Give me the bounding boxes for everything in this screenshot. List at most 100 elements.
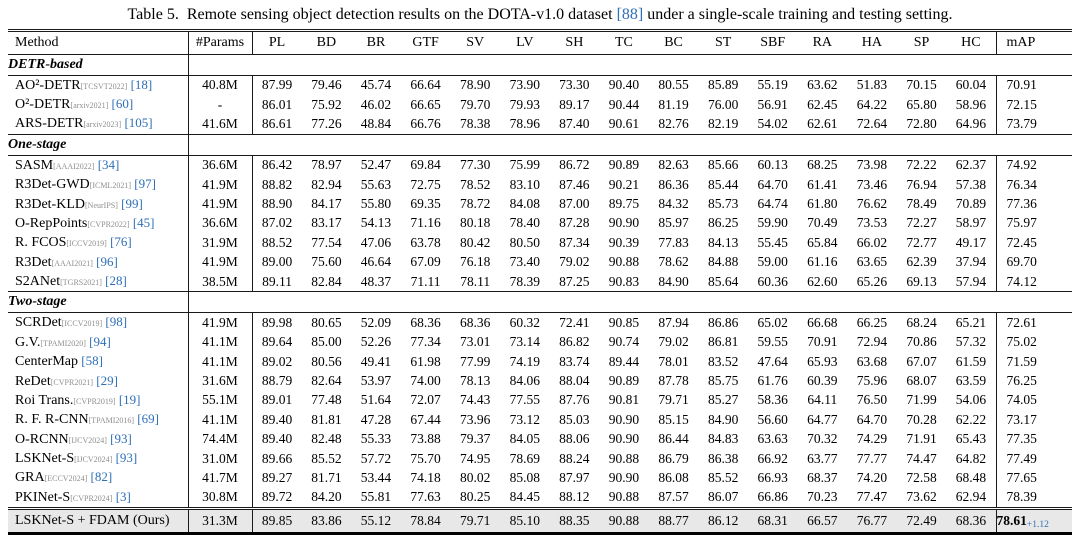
score-cell: 47.64	[757, 353, 788, 369]
score-cell: 90.81	[608, 392, 640, 408]
score-cell: 54.13	[360, 215, 392, 231]
citation-link[interactable]: [28]	[101, 273, 127, 289]
method-name: O-RCNN	[15, 431, 69, 447]
score-cell: 76.62	[856, 196, 888, 212]
method-name: LSKNet-S	[15, 451, 75, 467]
params-cell: 38.5M	[188, 271, 253, 292]
citation-link[interactable]: [97]	[130, 176, 156, 192]
caption-text-after: under a single-scale training and testin…	[647, 6, 953, 23]
score-cell: 64.96	[955, 115, 987, 131]
score-cell: 85.66	[707, 157, 739, 173]
citation-link[interactable]: [76]	[106, 234, 132, 250]
score-cell: 68.07	[906, 373, 937, 389]
score-cell: 80.25	[459, 489, 491, 505]
score-cell: 84.20	[311, 489, 342, 505]
venue-subscript: [IJCV2024]	[68, 435, 107, 445]
score-cell: 89.72	[261, 489, 293, 505]
score-cell: 84.83	[707, 431, 739, 447]
method-name: S2ANet	[15, 274, 61, 290]
citation-link[interactable]: [105]	[121, 115, 153, 131]
map-cell: 74.05	[995, 390, 1072, 411]
score-cell: 90.85	[608, 314, 640, 330]
score-cell: 46.64	[360, 254, 392, 270]
citation-link[interactable]: [93]	[106, 430, 132, 446]
citation-link[interactable]: [60]	[108, 96, 134, 112]
score-cell: 68.25	[807, 157, 838, 173]
score-cell: 78.52	[459, 176, 491, 192]
score-cell: 77.48	[311, 392, 342, 408]
section-row: DETR-based	[8, 53, 1072, 76]
citation-link[interactable]: [99]	[117, 195, 143, 211]
map-cell: 72.45	[995, 233, 1072, 253]
citation-link[interactable]: [94]	[85, 333, 111, 349]
column-header-map: mAP	[995, 31, 1072, 55]
score-cell: 75.60	[311, 254, 342, 270]
citation-link[interactable]: [82]	[87, 469, 113, 485]
score-cell: 74.43	[459, 392, 491, 408]
score-cell: 69.84	[410, 157, 441, 173]
table-row: G.V.[TPAMI2020] [94] 41.1M 89.64 85.00 52.26…	[8, 332, 1072, 352]
score-cell: 90.90	[608, 411, 640, 427]
score-cell: 88.90	[261, 196, 293, 212]
score-cell: 80.56	[311, 353, 342, 369]
score-cell: 77.99	[459, 353, 491, 369]
score-cell: 77.55	[509, 392, 540, 408]
score-cell: 84.90	[658, 273, 689, 289]
score-cell: 60.36	[757, 273, 788, 289]
citation-link[interactable]: [45]	[129, 214, 155, 230]
score-cell: 62.60	[807, 273, 838, 289]
score-cell: 70.32	[807, 431, 838, 447]
score-cell: 85.00	[311, 334, 342, 350]
score-cell: 72.75	[410, 176, 441, 192]
score-cell: 45.74	[360, 77, 392, 93]
score-cell: 63.59	[955, 373, 987, 389]
score-cell: 73.53	[856, 215, 888, 231]
citation-link[interactable]: [18]	[127, 76, 153, 92]
score-cell: 84.45	[509, 489, 540, 505]
table-row: GRA[ECCV2024] [82] 41.7M 89.27 81.71 53.44 74…	[8, 468, 1072, 488]
caption-citation-link[interactable]: [88]	[616, 6, 644, 23]
table-header-row: Method #Params PL BD BR GTF SV LV SH TC BC ST SBF RA H…	[8, 31, 1072, 55]
score-cell: 85.44	[707, 176, 739, 192]
column-header-params: #Params	[188, 31, 253, 55]
score-cell: 77.30	[459, 157, 491, 173]
score-cell: 78.40	[509, 215, 540, 231]
citation-link[interactable]: [29]	[93, 372, 118, 388]
table-row: O²-DETR[arxiv2021] [60] -86.01 75.92 46.02 6…	[8, 94, 1072, 115]
caption-label: Table 5.	[127, 6, 179, 23]
map-cell: 72.61	[995, 312, 1072, 333]
score-cell: 73.12	[509, 411, 540, 427]
score-cell: 57.72	[360, 450, 392, 466]
score-cell: 90.61	[608, 115, 640, 131]
venue-subscript: [CVPR2019]	[73, 396, 116, 406]
citation-link[interactable]: [93]	[112, 450, 138, 466]
citation-link[interactable]: [98]	[102, 314, 128, 330]
score-cell: 90.21	[608, 176, 640, 192]
citation-link[interactable]: [19]	[115, 391, 141, 407]
score-cell: 78.90	[459, 77, 491, 93]
venue-subscript: [CVPR2024]	[70, 493, 113, 503]
venue-subscript: [ICCV2019]	[66, 239, 107, 249]
score-cell: 87.40	[559, 115, 590, 131]
score-cell: 89.17	[559, 96, 590, 112]
score-cell: 70.15	[906, 77, 937, 93]
citation-link[interactable]: [96]	[92, 253, 118, 269]
score-cell: 66.92	[757, 450, 788, 466]
citation-link[interactable]: [34]	[94, 156, 120, 172]
score-cell: 86.79	[658, 450, 689, 466]
score-cell: 89.27	[261, 469, 293, 485]
double-rule	[8, 507, 1072, 510]
score-cell: 90.88	[608, 254, 640, 270]
citation-link[interactable]: [58]	[77, 353, 103, 369]
params-cell: 55.1M	[188, 390, 253, 411]
score-cell: 77.54	[311, 234, 342, 250]
citation-link[interactable]: [69]	[134, 411, 159, 427]
score-cell: 55.19	[757, 77, 788, 93]
section-row: Two-stage	[8, 291, 1072, 314]
score-cell: 84.06	[509, 373, 540, 389]
params-cell: 30.8M	[188, 487, 253, 508]
score-cell: 75.70	[410, 450, 441, 466]
score-cell: 87.94	[658, 314, 689, 330]
score-cell: 68.48	[955, 469, 987, 485]
citation-link[interactable]: [3]	[112, 488, 131, 504]
